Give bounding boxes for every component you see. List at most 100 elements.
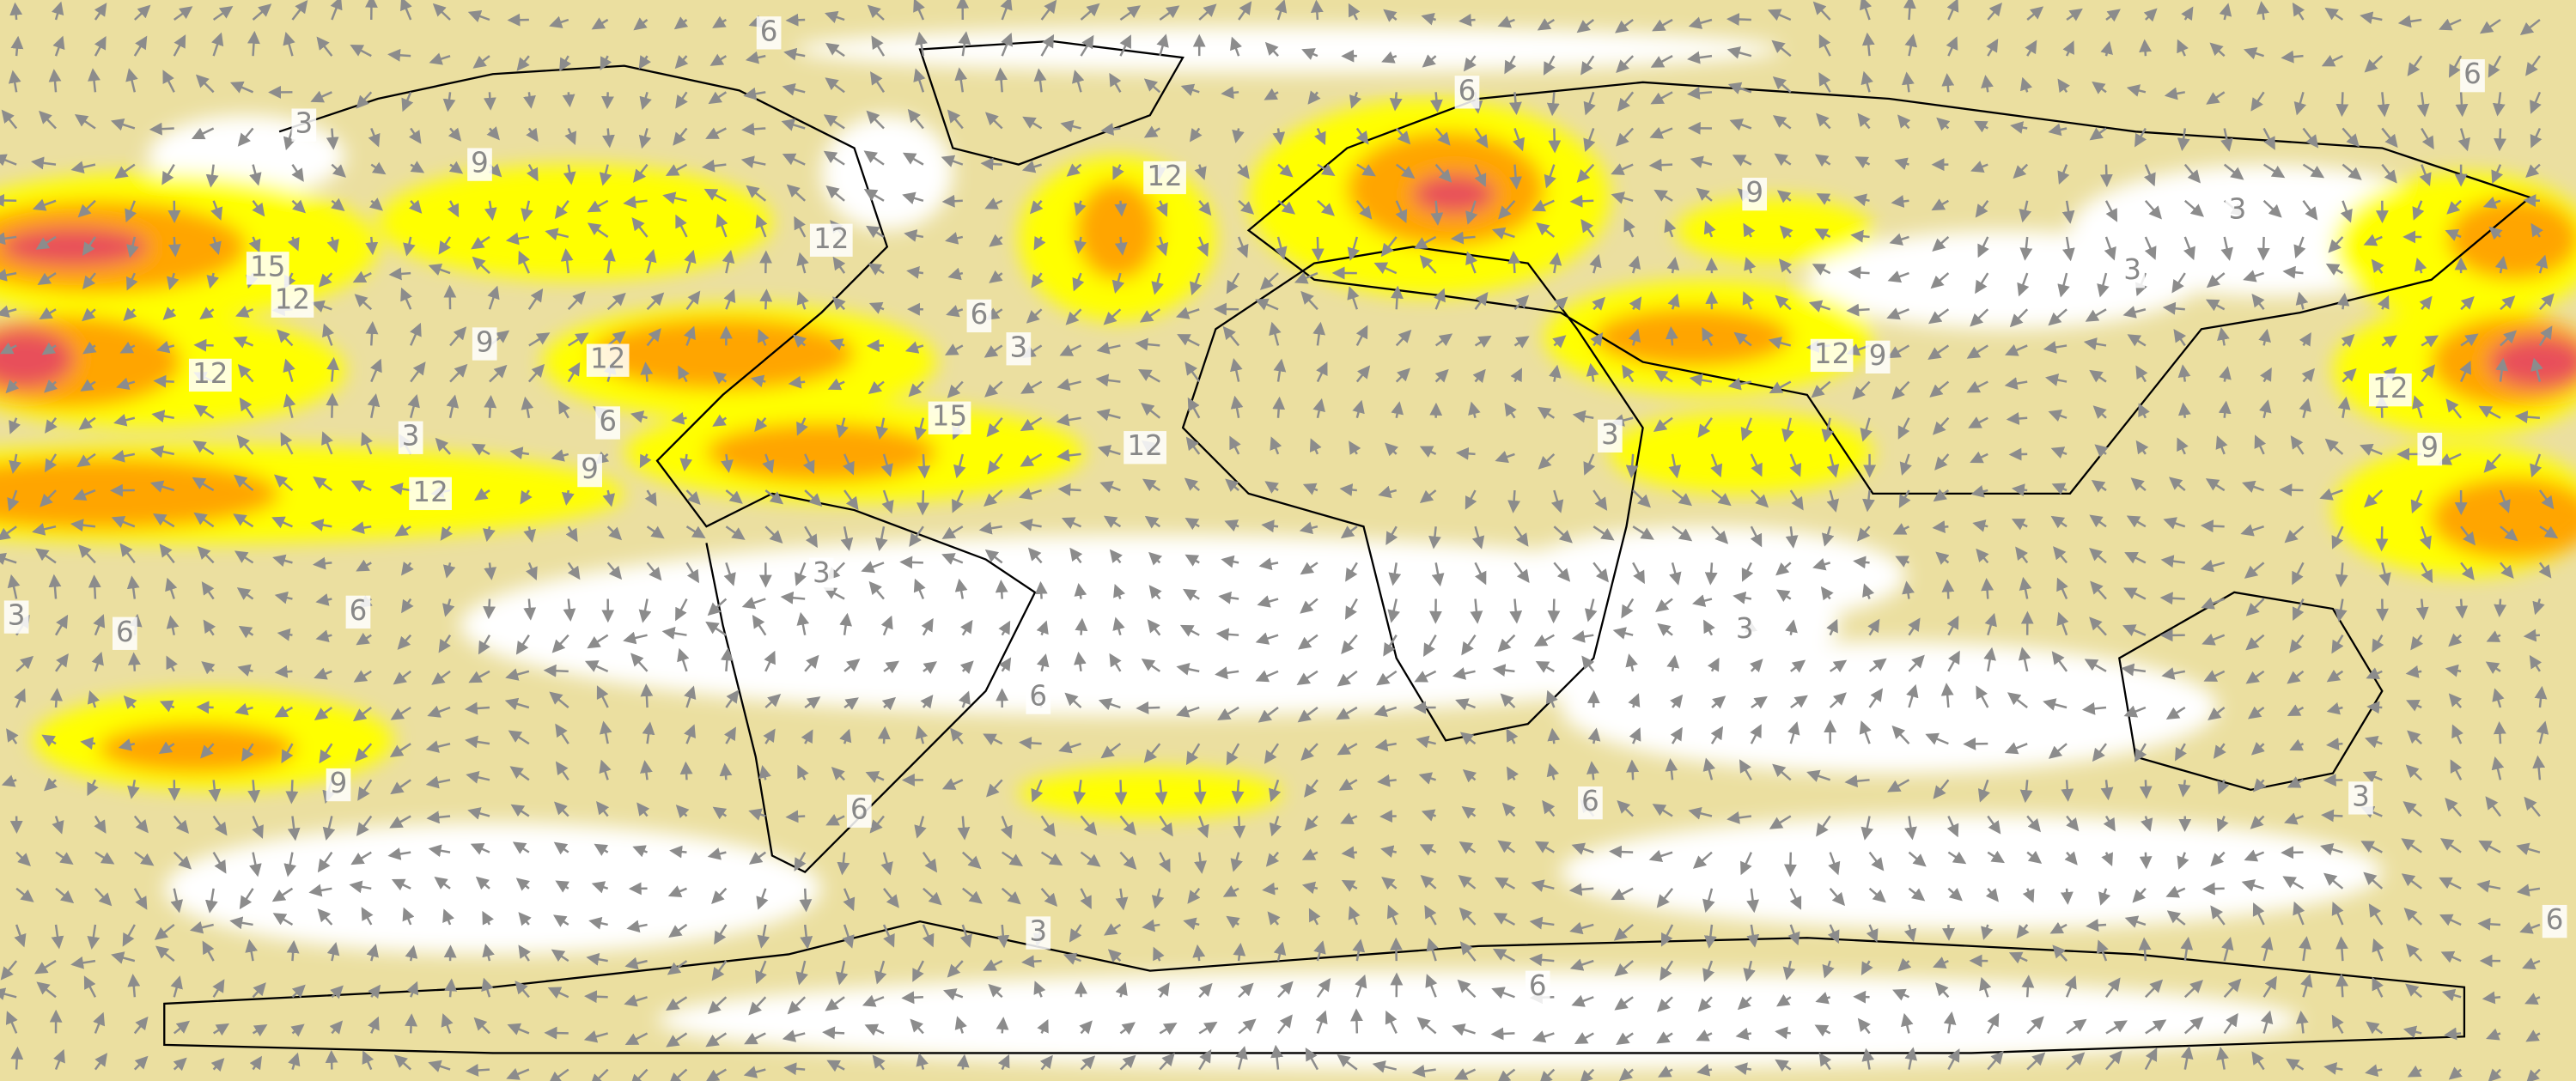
wind-arrow <box>785 13 806 27</box>
wind-arrow <box>683 325 696 346</box>
wind-arrow <box>1812 1 1831 21</box>
wind-arrow <box>1628 255 1641 274</box>
wind-arrow <box>832 296 846 311</box>
wind-arrow <box>823 114 845 130</box>
wind-arrow <box>1927 308 1950 325</box>
wind-arrow <box>252 3 272 21</box>
wind-arrow <box>365 321 379 346</box>
wind-arrow <box>1300 290 1318 311</box>
field-patch <box>1806 230 2201 330</box>
wind-arrow <box>191 127 215 140</box>
wind-arrow <box>908 380 924 398</box>
wind-arrow <box>1816 112 1831 130</box>
wind-arrow <box>2397 15 2422 28</box>
wind-arrow <box>2086 919 2107 932</box>
wind-arrow <box>1732 155 1752 167</box>
wind-arrow <box>2523 629 2541 642</box>
wind-arrow <box>489 364 508 383</box>
wind-arrow <box>825 10 845 24</box>
wind-arrow <box>1317 199 1335 216</box>
contour-label: 6 <box>850 793 868 826</box>
wind-arrow <box>1255 298 1279 311</box>
wind-arrow <box>904 229 924 242</box>
wind-arrow <box>1552 335 1567 349</box>
wind-arrow <box>2460 296 2475 311</box>
wind-arrow <box>2177 364 2191 382</box>
wind-arrow <box>2181 6 2194 21</box>
wind-arrow <box>2335 973 2349 998</box>
wind-arrow <box>1419 255 1437 274</box>
wind-arrow <box>684 249 697 274</box>
wind-arrow <box>2251 294 2265 311</box>
wind-arrow <box>913 0 925 21</box>
wind-arrow <box>2089 369 2107 383</box>
wind-arrow <box>247 30 260 57</box>
wind-arrow <box>1886 307 1909 320</box>
wind-arrow <box>2381 163 2397 184</box>
wind-arrow <box>1733 331 1752 347</box>
wind-arrow <box>944 343 964 355</box>
wind-arrow <box>866 225 885 239</box>
wind-arrow <box>365 236 379 256</box>
wind-arrow <box>1549 252 1562 274</box>
contour-label: 9 <box>581 452 599 485</box>
wind-arrow <box>759 250 772 274</box>
wind-arrow <box>1586 362 1599 382</box>
wind-arrow <box>2217 326 2230 346</box>
wind-arrow <box>82 307 96 322</box>
wind-arrow <box>825 77 845 94</box>
wind-arrow <box>285 780 299 805</box>
wind-arrow <box>2530 357 2543 382</box>
wind-arrow <box>703 188 727 202</box>
wind-arrow <box>210 200 223 221</box>
field-patch <box>1560 641 2219 774</box>
field-patch <box>1075 180 1159 280</box>
wind-arrow <box>1729 118 1752 131</box>
wind-arrow <box>606 331 626 347</box>
wind-arrow <box>88 574 101 599</box>
wind-arrow <box>989 270 1003 283</box>
wind-arrow <box>863 189 885 202</box>
wind-arrow <box>2293 236 2306 258</box>
wind-arrow <box>679 761 693 780</box>
wind-arrow <box>1312 321 1326 346</box>
wind-arrow <box>116 377 136 391</box>
wind-arrow <box>2262 163 2286 179</box>
wind-arrow <box>1772 76 1792 94</box>
wind-arrow <box>1812 264 1831 276</box>
wind-arrow <box>331 197 345 211</box>
wind-arrow <box>2321 809 2343 823</box>
wind-arrow <box>2201 882 2225 896</box>
wind-arrow <box>2457 128 2470 152</box>
wind-arrow <box>330 0 343 21</box>
wind-arrow <box>822 1026 845 1040</box>
wind-arrow <box>2138 937 2152 962</box>
wind-arrow <box>1294 271 1318 284</box>
wind-arrow <box>2144 199 2162 220</box>
wind-arrow <box>716 213 728 238</box>
contour-label: 3 <box>1029 915 1047 948</box>
wind-arrow <box>1022 116 1043 130</box>
wind-arrow <box>1650 91 1673 105</box>
wind-arrow <box>487 285 500 310</box>
wind-arrow <box>638 55 651 70</box>
wind-arrow <box>1970 308 1989 327</box>
wind-arrow <box>870 71 886 93</box>
wind-arrow <box>1776 190 1792 203</box>
wind-arrow <box>1696 187 1713 202</box>
contour-label: 9 <box>476 325 494 358</box>
wind-arrow <box>2340 200 2353 223</box>
wind-arrow <box>1857 112 1871 130</box>
wind-arrow <box>1929 380 1950 398</box>
wind-arrow <box>1966 380 1988 393</box>
field-patch <box>657 970 2300 1070</box>
wind-arrow <box>1744 257 1757 274</box>
wind-arrow <box>1811 380 1831 398</box>
wind-arrow <box>2421 127 2434 150</box>
wind-arrow <box>1112 164 1124 180</box>
wind-arrow <box>545 228 569 240</box>
wind-arrow <box>2538 293 2555 311</box>
wind-arrow <box>114 163 136 179</box>
wind-arrow <box>133 35 148 57</box>
